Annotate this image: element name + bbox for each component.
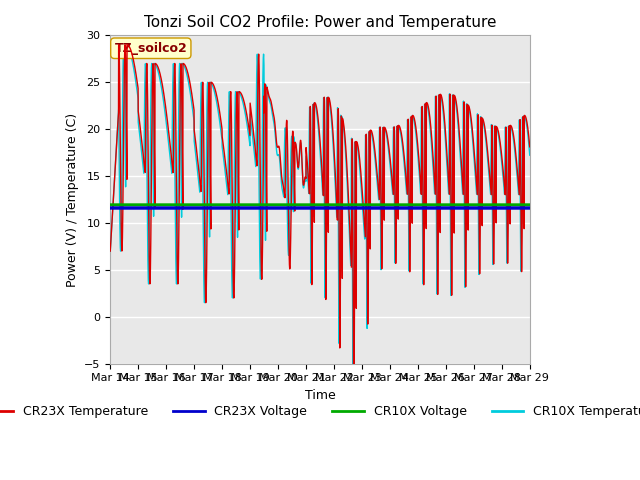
Text: TZ_soilco2: TZ_soilco2 [115, 42, 187, 55]
Legend: CR23X Temperature, CR23X Voltage, CR10X Voltage, CR10X Temperature: CR23X Temperature, CR23X Voltage, CR10X … [0, 400, 640, 423]
Title: Tonzi Soil CO2 Profile: Power and Temperature: Tonzi Soil CO2 Profile: Power and Temper… [144, 15, 496, 30]
X-axis label: Time: Time [305, 389, 335, 402]
Y-axis label: Power (V) / Temperature (C): Power (V) / Temperature (C) [65, 112, 79, 287]
